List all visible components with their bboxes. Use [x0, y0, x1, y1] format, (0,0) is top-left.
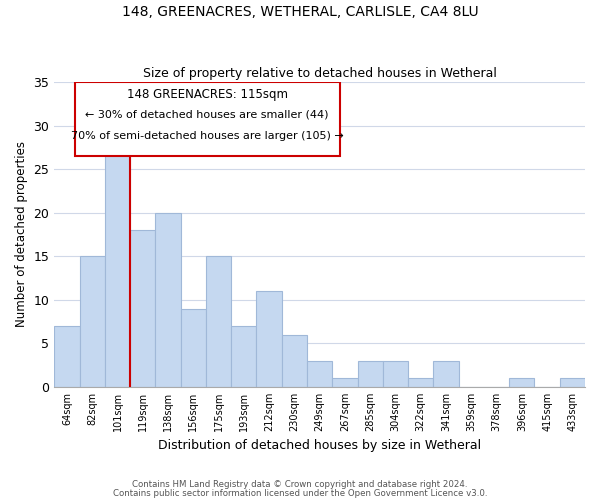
Text: 148 GREENACRES: 115sqm: 148 GREENACRES: 115sqm: [127, 88, 287, 101]
Bar: [282, 334, 307, 387]
Bar: [206, 256, 231, 387]
Title: Size of property relative to detached houses in Wetheral: Size of property relative to detached ho…: [143, 66, 497, 80]
Text: ← 30% of detached houses are smaller (44): ← 30% of detached houses are smaller (44…: [85, 110, 329, 120]
Bar: [383, 361, 408, 387]
Bar: [80, 256, 105, 387]
Text: 148, GREENACRES, WETHERAL, CARLISLE, CA4 8LU: 148, GREENACRES, WETHERAL, CARLISLE, CA4…: [122, 5, 478, 19]
Bar: [358, 361, 383, 387]
Bar: [54, 326, 80, 387]
Bar: [307, 361, 332, 387]
Bar: [181, 308, 206, 387]
Bar: [560, 378, 585, 387]
Text: Contains HM Land Registry data © Crown copyright and database right 2024.: Contains HM Land Registry data © Crown c…: [132, 480, 468, 489]
Bar: [408, 378, 433, 387]
Bar: [231, 326, 256, 387]
Bar: [433, 361, 458, 387]
Bar: [332, 378, 358, 387]
Bar: [509, 378, 535, 387]
FancyBboxPatch shape: [74, 82, 340, 156]
Bar: [130, 230, 155, 387]
Bar: [105, 143, 130, 387]
X-axis label: Distribution of detached houses by size in Wetheral: Distribution of detached houses by size …: [158, 440, 481, 452]
Y-axis label: Number of detached properties: Number of detached properties: [15, 142, 28, 328]
Bar: [155, 212, 181, 387]
Bar: [256, 291, 282, 387]
Text: 70% of semi-detached houses are larger (105) →: 70% of semi-detached houses are larger (…: [71, 131, 344, 141]
Text: Contains public sector information licensed under the Open Government Licence v3: Contains public sector information licen…: [113, 490, 487, 498]
